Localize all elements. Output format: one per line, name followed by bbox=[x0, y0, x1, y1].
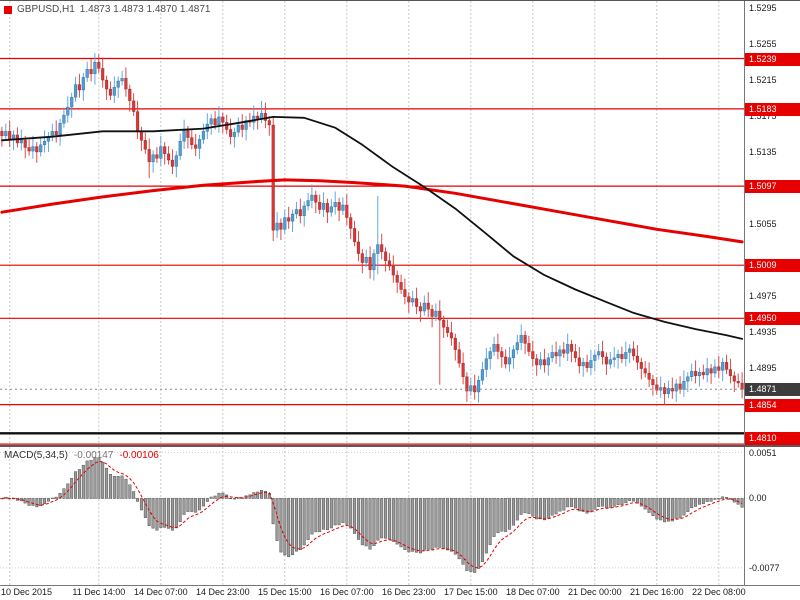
time-label: 14 Dec 23:00 bbox=[196, 587, 250, 597]
ma-black bbox=[0, 116, 743, 340]
time-label: 21 Dec 00:00 bbox=[568, 587, 622, 597]
macd-value-signal: -0.00106 bbox=[119, 450, 159, 461]
macd-axis[interactable]: 0.0051 0.00 -0.0077 bbox=[745, 447, 800, 585]
level-price-label: 1.4950 bbox=[745, 312, 800, 326]
panel-splitter[interactable] bbox=[0, 445, 800, 447]
axis-separator bbox=[744, 1, 745, 585]
level-price-label: 1.5009 bbox=[745, 259, 800, 273]
price-tick: 1.5295 bbox=[749, 3, 777, 14]
time-label: 16 Dec 23:00 bbox=[382, 587, 436, 597]
macd-tick: 0.00 bbox=[749, 493, 767, 504]
symbol-period: GBPUSD,H1 bbox=[17, 4, 75, 15]
chart-icon bbox=[4, 5, 12, 14]
time-label: 17 Dec 15:00 bbox=[444, 587, 498, 597]
price-tick: 1.4895 bbox=[749, 362, 777, 373]
time-label: 14 Dec 07:00 bbox=[134, 587, 188, 597]
level-price-label: 1.5183 bbox=[745, 102, 800, 116]
price-chart[interactable] bbox=[0, 1, 744, 445]
time-label: 18 Dec 07:00 bbox=[506, 587, 560, 597]
macd-label: MACD(5,34,5) bbox=[4, 450, 68, 461]
support-resistance-lines bbox=[0, 57, 744, 445]
price-tick: 1.4935 bbox=[749, 326, 777, 337]
time-label: 11 Dec 14:00 bbox=[72, 587, 126, 597]
macd-tick: 0.0051 bbox=[749, 448, 777, 458]
price-tick: 1.5175 bbox=[749, 111, 777, 122]
price-tick: 1.5135 bbox=[749, 146, 777, 157]
level-price-label: 1.5097 bbox=[745, 180, 800, 194]
time-label: 21 Dec 16:00 bbox=[630, 587, 684, 597]
macd-grid bbox=[0, 447, 744, 585]
bid-price-label: 1.4871 bbox=[745, 383, 800, 397]
time-label: 15 Dec 15:00 bbox=[258, 587, 312, 597]
macd-histogram bbox=[0, 456, 744, 573]
level-price-label: 1.4810 bbox=[745, 432, 800, 445]
time-label: 10 Dec 2015 bbox=[1, 587, 53, 597]
level-price-label: 1.4854 bbox=[745, 398, 800, 412]
price-axis[interactable]: 1.5295 1.5255 1.5215 1.5175 1.5135 1.5055 1.49… bbox=[745, 1, 800, 445]
macd-title: MACD(5,34,5) -0.00147 -0.00106 bbox=[4, 450, 159, 461]
ma-red bbox=[0, 178, 744, 244]
ohlc-values: 1.4873 1.4873 1.4870 1.4871 bbox=[79, 4, 211, 15]
price-tick: 1.5055 bbox=[749, 218, 777, 229]
price-tick: 1.5215 bbox=[749, 75, 777, 86]
candles bbox=[0, 53, 744, 405]
time-label: 16 Dec 07:00 bbox=[320, 587, 374, 597]
chart-title: GBPUSD,H1 1.4873 1.4873 1.4870 1.4871 bbox=[4, 4, 210, 15]
macd-value-main: -0.00147 bbox=[73, 450, 114, 461]
grid-lines bbox=[9, 1, 720, 445]
macd-signal-line bbox=[1, 460, 743, 569]
level-price-label: 1.5239 bbox=[745, 52, 800, 66]
time-axis[interactable]: 10 Dec 2015 11 Dec 14:00 14 Dec 07:00 14 De… bbox=[0, 586, 800, 600]
macd-tick: -0.0077 bbox=[749, 562, 780, 573]
time-axis-separator bbox=[0, 585, 800, 586]
time-label: 22 Dec 08:00 bbox=[692, 587, 746, 597]
price-tick: 1.4975 bbox=[749, 290, 777, 301]
macd-chart[interactable] bbox=[0, 447, 744, 585]
price-tick: 1.5255 bbox=[749, 39, 777, 50]
